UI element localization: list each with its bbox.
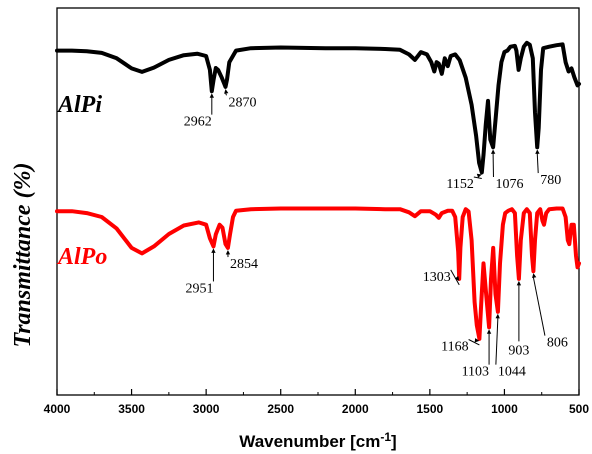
x-tick-label-1500: 1500 <box>417 402 444 416</box>
arrowhead-1103 <box>486 329 492 334</box>
annotation-2870: 2870 <box>229 95 257 110</box>
arrowhead-2962 <box>209 93 214 98</box>
x-tick-label-500: 500 <box>569 402 589 416</box>
arrow-1044 <box>495 317 499 365</box>
arrow-1152 <box>473 176 482 179</box>
plot-area: 4000 3500 3000 2500 2000 1500 1000 500 2962 2870… <box>44 7 589 416</box>
arrow-1303 <box>450 269 460 286</box>
arrowhead-780 <box>535 149 540 154</box>
series-line-alpo <box>55 206 581 341</box>
arrowhead-806 <box>532 273 537 278</box>
annotation-2854: 2854 <box>230 257 258 272</box>
arrowhead-1303 <box>454 276 460 281</box>
arrow-1168 <box>468 339 480 346</box>
annotation-2962: 2962 <box>184 115 212 130</box>
x-tick-label-2500: 2500 <box>267 402 294 416</box>
x-axis-title: Wavenumber [cm-1] <box>239 430 396 451</box>
x-axis-title-sup: -1 <box>380 430 391 444</box>
annotation-1303: 1303 <box>423 270 451 285</box>
y-axis-title: Transmittance (%) <box>10 162 36 347</box>
arrowhead-1044 <box>495 313 500 319</box>
x-tick-label-3000: 3000 <box>193 402 220 416</box>
annotation-806: 806 <box>547 336 568 351</box>
annotation-903: 903 <box>508 343 529 358</box>
arrowhead-903 <box>516 280 522 286</box>
x-tick-label-4000: 4000 <box>44 402 71 416</box>
series-layer <box>55 40 581 341</box>
arrow-806 <box>532 277 546 336</box>
series-line-alpi <box>55 40 581 175</box>
arrowhead-2854 <box>225 249 231 255</box>
annotation-1044: 1044 <box>498 365 526 380</box>
x-tick-label-1000: 1000 <box>491 402 518 416</box>
x-axis-title-end: ] <box>391 432 397 451</box>
arrow-780 <box>536 153 539 174</box>
x-axis-ticks: 4000 3500 3000 2500 2000 1500 1000 500 <box>44 389 589 416</box>
annotation-layer: 2962 2870 1152 1076 780 2951 2854 1303 1168 1103 1… <box>184 88 568 380</box>
annotation-2951: 2951 <box>185 281 213 296</box>
annotation-1152: 1152 <box>446 177 473 192</box>
series-label-alpo: AlPo <box>56 244 107 270</box>
arrowhead-2870 <box>224 88 229 94</box>
x-tick-label-3500: 3500 <box>118 402 145 416</box>
annotation-1076: 1076 <box>495 177 523 192</box>
annotation-1168: 1168 <box>441 339 468 354</box>
arrowhead-2951 <box>211 248 216 253</box>
annotation-780: 780 <box>540 173 561 188</box>
x-axis-title-main: Wavenumber [cm <box>239 432 380 451</box>
x-tick-label-2000: 2000 <box>342 402 369 416</box>
series-label-alpi: AlPi <box>56 92 102 118</box>
arrowhead-1152 <box>476 173 482 178</box>
arrowhead-1168 <box>474 338 480 343</box>
arrowhead-1076 <box>490 149 496 154</box>
annotation-1103: 1103 <box>462 365 489 380</box>
